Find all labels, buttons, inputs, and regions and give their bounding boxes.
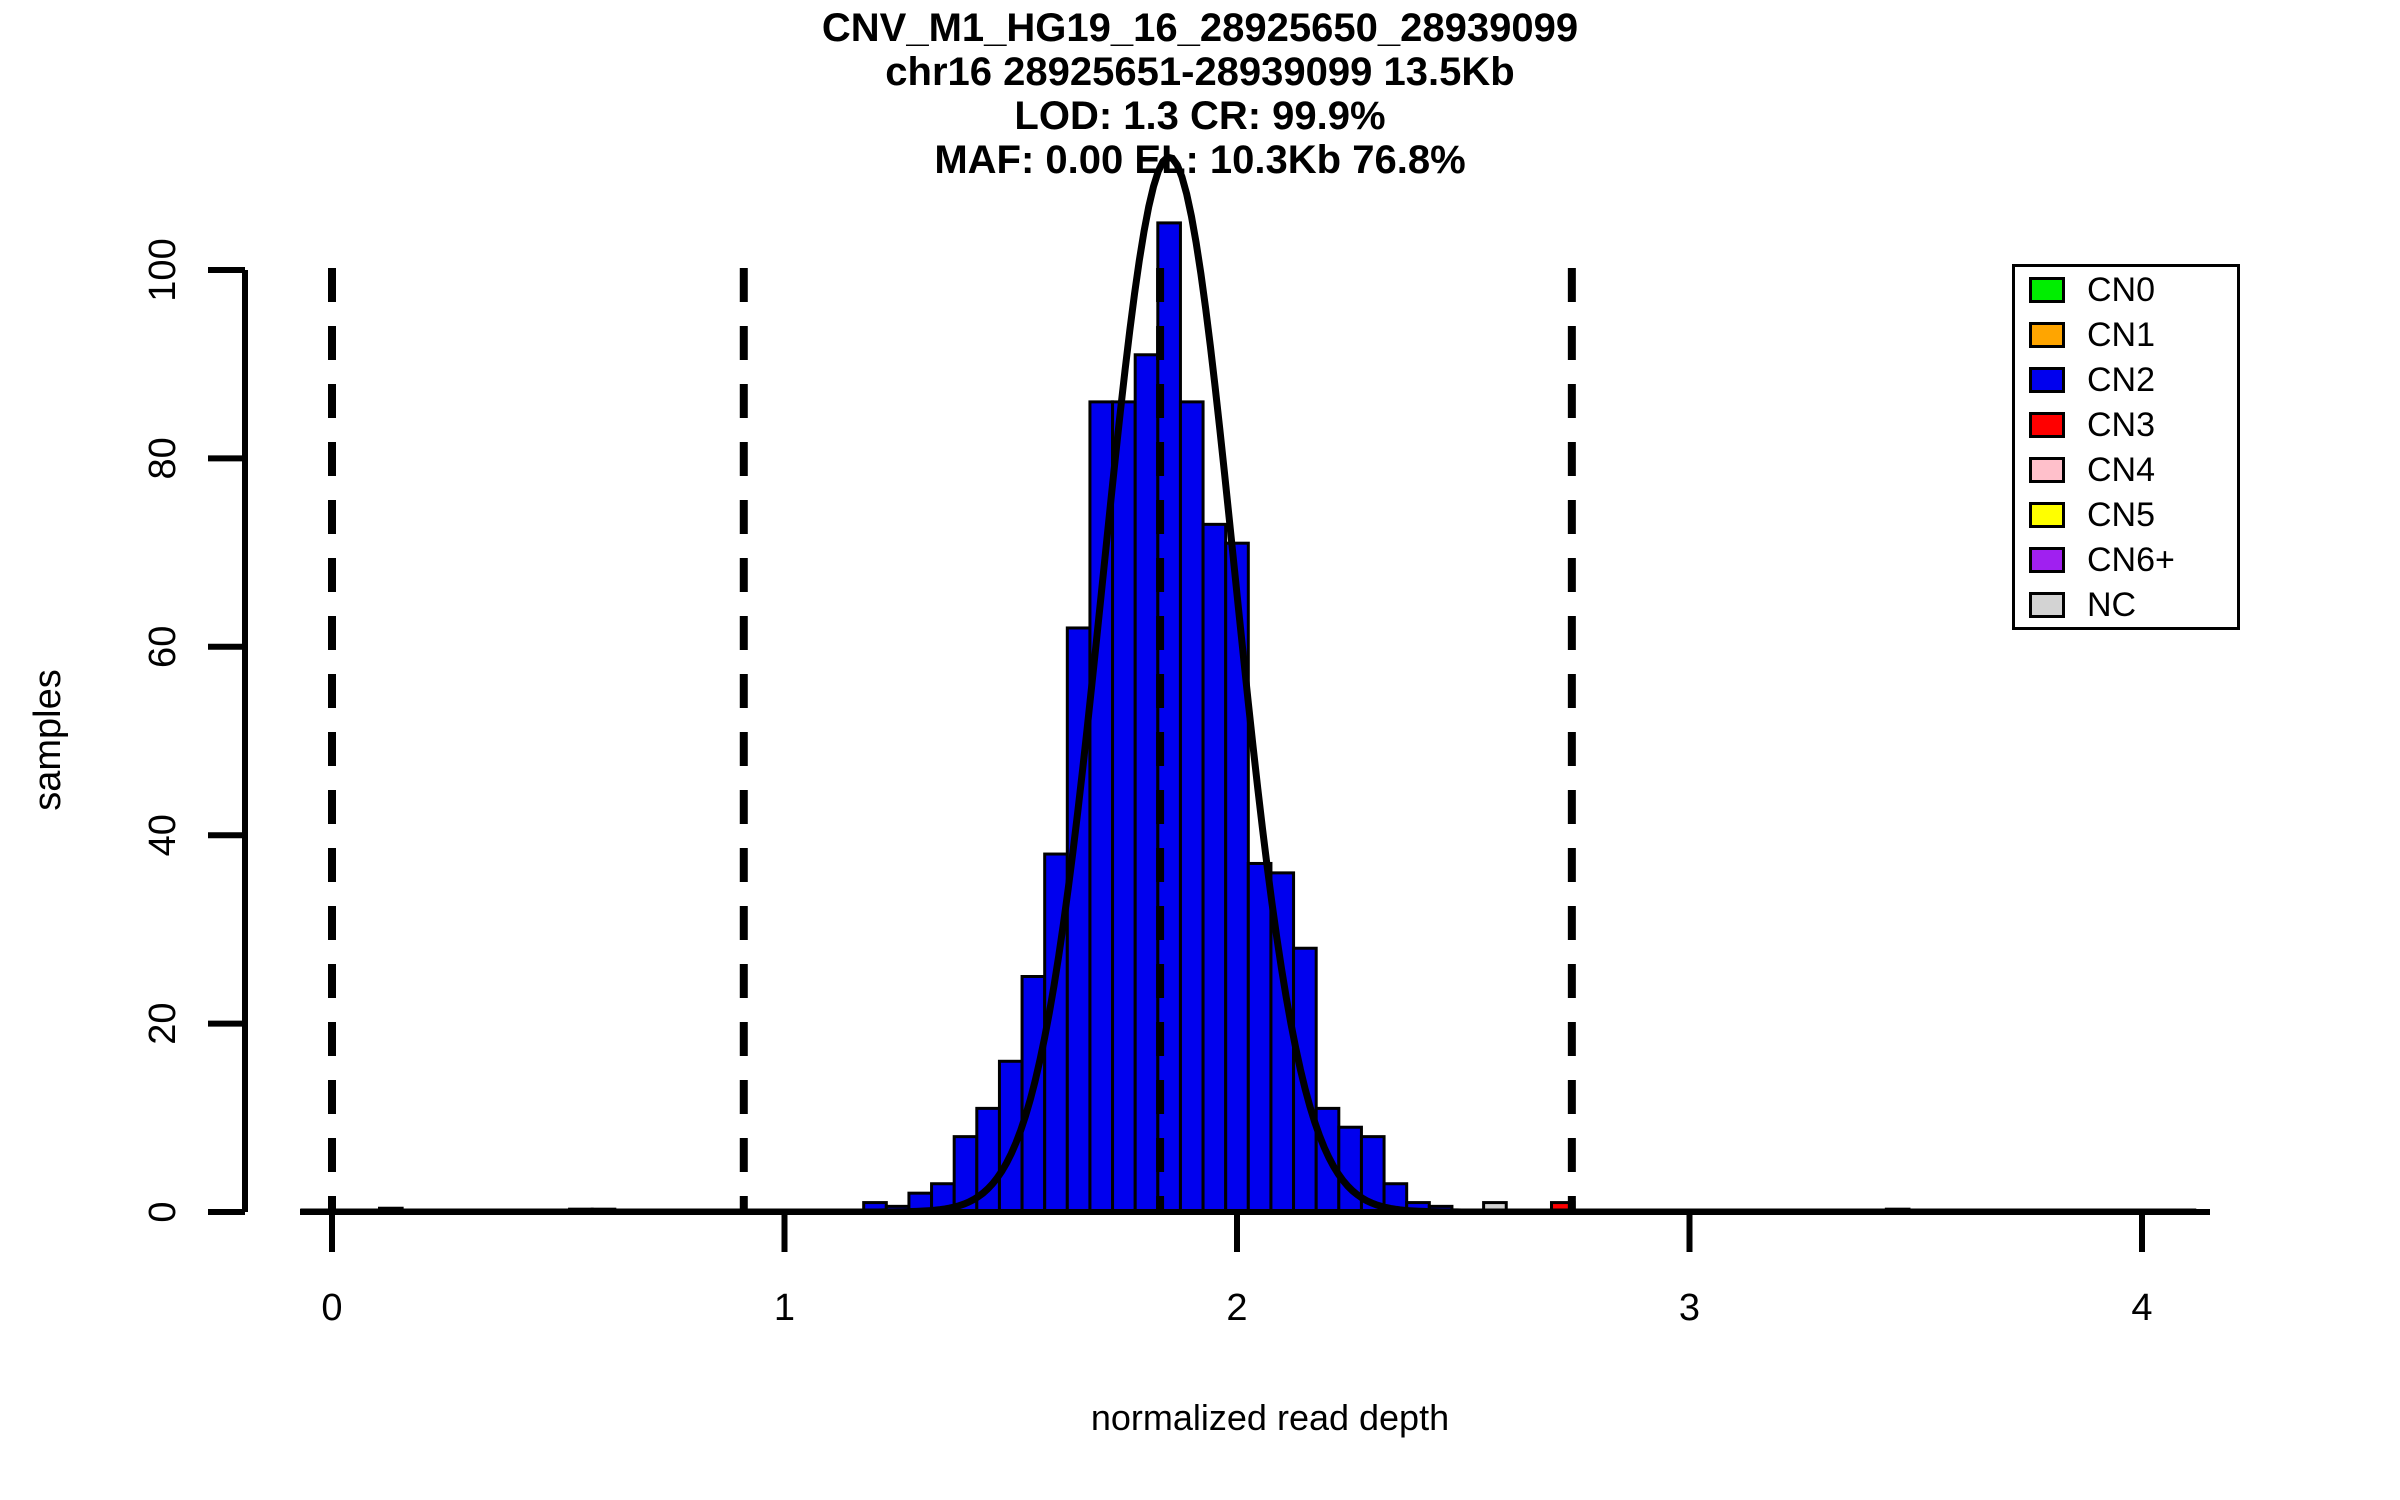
y-axis-tick-label: 60 bbox=[142, 626, 184, 668]
x-axis-title: normalized read depth bbox=[1091, 1397, 1449, 1438]
legend-item-label: CN0 bbox=[2087, 270, 2156, 309]
legend-swatch-icon bbox=[2029, 276, 2065, 303]
chart-title-block: CNV_M1_HG19_16_28925650_28939099 chr16 2… bbox=[0, 6, 2400, 182]
legend-swatch-icon bbox=[2029, 591, 2065, 618]
histogram-bar bbox=[1246, 861, 1273, 1214]
legend-item[interactable]: NC bbox=[2015, 582, 2237, 627]
legend-item[interactable]: CN3 bbox=[2015, 402, 2237, 447]
histogram-bar bbox=[1201, 522, 1228, 1214]
legend-swatch-icon bbox=[2029, 321, 2065, 348]
y-axis-tick-label: 80 bbox=[142, 437, 184, 479]
legend-item[interactable]: CN1 bbox=[2015, 312, 2237, 357]
legend-item[interactable]: CN0 bbox=[2015, 267, 2237, 312]
legend-item-label: NC bbox=[2087, 585, 2137, 624]
histogram-bar bbox=[1178, 400, 1205, 1214]
y-axis-tick-label: 100 bbox=[142, 238, 184, 301]
x-axis-tick-label: 2 bbox=[1226, 1287, 1247, 1329]
legend-swatch-icon bbox=[2029, 366, 2065, 393]
title-line-1: CNV_M1_HG19_16_28925650_28939099 bbox=[821, 6, 1579, 50]
histogram-bars bbox=[378, 221, 1911, 1214]
threshold-lines bbox=[328, 268, 1576, 1212]
legend-swatch-icon bbox=[2029, 456, 2065, 483]
legend-item-label: CN1 bbox=[2087, 315, 2156, 354]
histogram-bar bbox=[1133, 353, 1160, 1214]
x-axis-tick-label: 1 bbox=[774, 1287, 795, 1329]
y-axis-tick-label: 40 bbox=[142, 814, 184, 856]
legend-item[interactable]: CN5 bbox=[2015, 492, 2237, 537]
histogram-bar bbox=[1111, 400, 1137, 1214]
y-axis-tick-label: 0 bbox=[142, 1201, 184, 1222]
legend-item[interactable]: CN6+ bbox=[2015, 537, 2237, 582]
title-line-4: MAF: 0.00 EL: 10.3Kb 76.8% bbox=[934, 138, 1466, 182]
x-axis-tick-label: 0 bbox=[321, 1287, 342, 1329]
legend-item[interactable]: CN4 bbox=[2015, 447, 2237, 492]
legend-item-label: CN4 bbox=[2087, 450, 2156, 489]
x-axis-tick-label: 3 bbox=[1679, 1287, 1700, 1329]
legend-swatch-icon bbox=[2029, 501, 2065, 528]
legend-item-label: CN3 bbox=[2087, 405, 2156, 444]
legend-item-label: CN6+ bbox=[2087, 540, 2175, 579]
x-axis-tick-label: 4 bbox=[2131, 1287, 2152, 1329]
legend-swatch-icon bbox=[2029, 546, 2065, 573]
x-axis: 0 1 2 3 4 bbox=[300, 1209, 2210, 1329]
legend-item-label: CN5 bbox=[2087, 495, 2156, 534]
title-line-3: LOD: 1.3 CR: 99.9% bbox=[1014, 94, 1386, 138]
title-line-2: chr16 28925651-28939099 13.5Kb bbox=[885, 50, 1515, 94]
legend: CN0 CN1 CN2 CN3 CN4 CN5 CN6+ NC bbox=[2012, 264, 2240, 630]
y-axis: 0 20 40 60 80 100 bbox=[142, 238, 248, 1223]
y-axis-title: samples bbox=[27, 669, 69, 811]
legend-item-label: CN2 bbox=[2087, 360, 2156, 399]
histogram-bar bbox=[1156, 221, 1182, 1214]
legend-item[interactable]: CN2 bbox=[2015, 357, 2237, 402]
legend-swatch-icon bbox=[2029, 411, 2065, 438]
y-axis-tick-label: 20 bbox=[142, 1002, 184, 1044]
